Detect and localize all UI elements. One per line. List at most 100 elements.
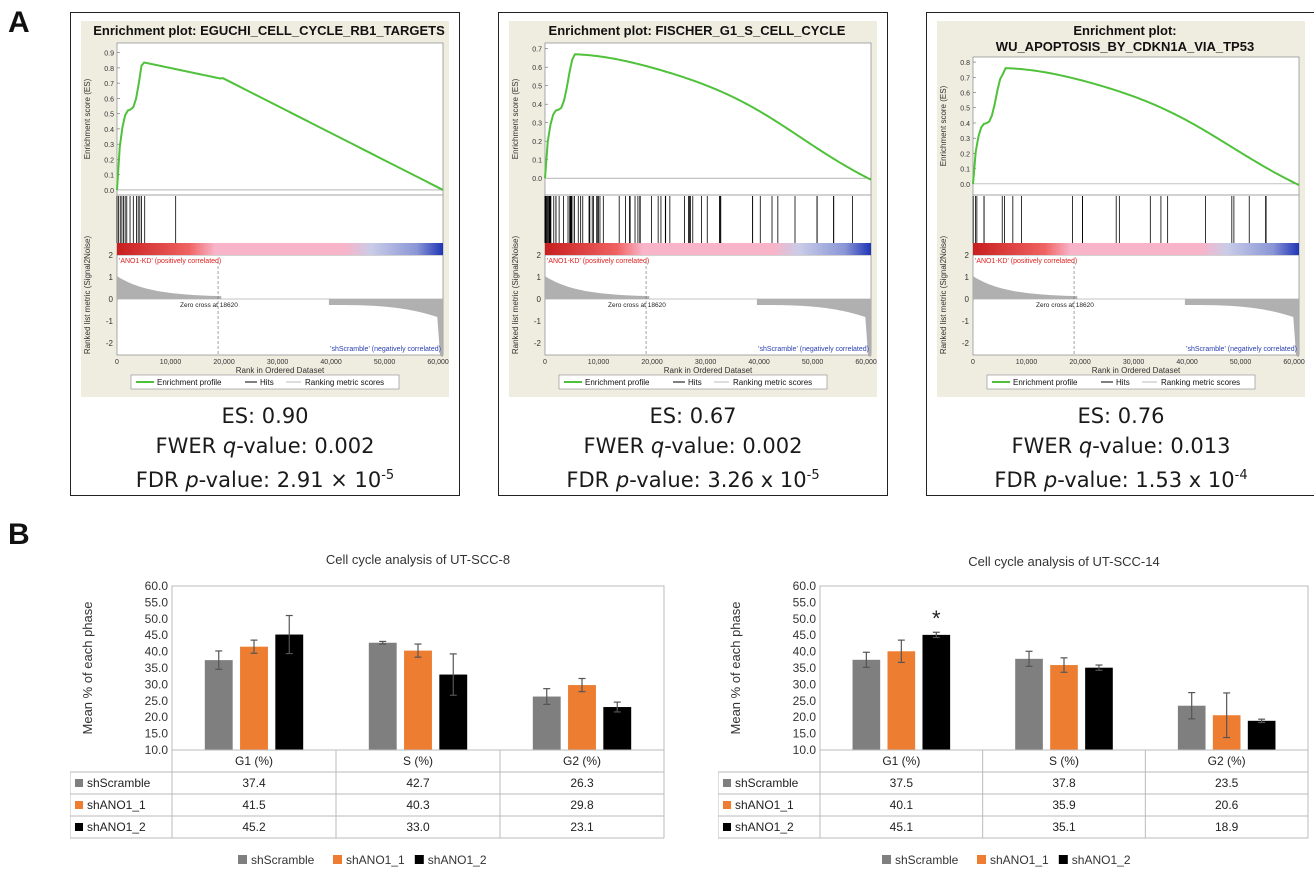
- es-curve: [544, 53, 872, 181]
- x-tick-label: 40,000: [320, 359, 342, 366]
- fdr-exponent-3: -4: [1234, 468, 1248, 483]
- chart-title: Cell cycle analysis of UT-SCC-14: [968, 554, 1159, 569]
- table-value: 37.5: [890, 776, 914, 790]
- fwer-prefix: FWER: [583, 434, 651, 458]
- y-tick-label: 25.0: [145, 694, 169, 708]
- table-series-name: shANO1_2: [87, 820, 146, 834]
- es-tick-label: 0.2: [532, 139, 542, 146]
- fdr-p: p: [615, 468, 630, 492]
- table-swatch: [75, 823, 83, 831]
- enrichment-plot-1: Enrichment plot: EGUCHI_CELL_CYCLE_RB1_T…: [81, 21, 449, 397]
- y-tick-label: 50.0: [793, 612, 817, 626]
- plot-title: Enrichment plot: EGUCHI_CELL_CYCLE_RB1_T…: [93, 23, 445, 38]
- y-tick-label: 30.0: [793, 677, 817, 691]
- bar-shANO1_1: [404, 650, 432, 750]
- fdr-exponent-2: -5: [806, 468, 820, 483]
- es-tick-label: 0.6: [104, 96, 114, 103]
- ranking-gradient-bar: [117, 243, 443, 255]
- enrichment-plot-3: Enrichment plot:WU_APOPTOSIS_BY_CDKN1A_V…: [937, 21, 1305, 397]
- es-tick-label: 0.8: [104, 66, 114, 73]
- significance-marker: *: [932, 606, 941, 631]
- es-curve: [972, 67, 1300, 187]
- x-tick-label: 40,000: [1176, 359, 1198, 366]
- fwer-q: q: [650, 434, 665, 458]
- table-value: 26.3: [570, 776, 594, 790]
- legend-label: shScramble: [251, 853, 315, 867]
- table-category: G2 (%): [563, 754, 601, 768]
- es-tick-label: 0.5: [532, 84, 542, 91]
- y-tick-label: 45.0: [793, 628, 817, 642]
- metric-axis-label: Ranked list metric (Signal2Noise): [83, 236, 92, 355]
- x-tick-label: 10,000: [160, 359, 182, 366]
- y-tick-label: 30.0: [145, 677, 169, 691]
- y-tick-label: 10.0: [145, 743, 169, 757]
- fdr-value-2: -value: 3.26 x 10: [629, 468, 807, 492]
- metric-axis-label: Ranked list metric (Signal2Noise): [511, 236, 520, 355]
- chart-title: Cell cycle analysis of UT-SCC-8: [326, 552, 510, 567]
- cell-cycle-chart-utscc14: Cell cycle analysis of UT-SCC-14 60.0 55.0…: [718, 554, 1309, 867]
- es-value-3: ES: 0.76: [1077, 404, 1165, 428]
- y-tick-label: 50.0: [145, 612, 169, 626]
- es-axis-label: Enrichment score (ES): [939, 85, 948, 166]
- fwer-line-1: FWER q-value: 0.002: [71, 431, 459, 461]
- legend-swatch: [414, 855, 424, 864]
- positive-metric-area: [973, 276, 1078, 299]
- table-series-name: shANO1_1: [87, 798, 146, 812]
- legend-label: Ranking metric scores: [1161, 378, 1240, 387]
- table-value: 23.1: [570, 820, 594, 834]
- y-tick-label: 35.0: [145, 661, 169, 675]
- es-tick-label: 0.9: [104, 51, 114, 58]
- table-value: 42.7: [406, 776, 430, 790]
- plot-area: [116, 42, 444, 356]
- panel-b-label: B: [8, 518, 30, 551]
- bar-shANO1_1: [1050, 665, 1078, 750]
- zero-cross-label: Zero cross at 18620: [180, 302, 238, 309]
- table-value: 33.0: [406, 820, 430, 834]
- es-tick-label: 0.8: [960, 60, 970, 67]
- positive-label: 'ANO1-KD' (positively correlated): [547, 258, 649, 265]
- table-value: 45.2: [242, 820, 266, 834]
- es-value-1: ES: 0.90: [221, 404, 309, 428]
- gsea-stats-2: ES: 0.67 FWER q-value: 0.002 FDR p-value…: [499, 401, 887, 495]
- es-tick-label: 0.5: [104, 112, 114, 119]
- metric-tick-label: -2: [106, 339, 114, 348]
- legend-swatch: [977, 855, 986, 864]
- legend-label: Hits: [260, 378, 274, 387]
- es-tick-label: 0.7: [532, 47, 542, 54]
- bar-shScramble: [1015, 658, 1043, 750]
- x-tick-label: 10,000: [1016, 359, 1038, 366]
- cell-cycle-chart-utscc8: Cell cycle analysis of UT-SCC-8 60.0 55.0 5…: [70, 552, 665, 867]
- es-tick-label: 0.6: [532, 65, 542, 72]
- table-category: G1 (%): [235, 754, 273, 768]
- fdr-line-3: FDR p-value: 1.53 x 10-4: [927, 461, 1314, 495]
- y-tick-label: 60.0: [145, 579, 169, 593]
- es-tick-label: 0.6: [960, 91, 970, 98]
- table-value: 45.1: [890, 820, 914, 834]
- y-tick-label: 25.0: [793, 694, 817, 708]
- metric-tick-label: -2: [534, 339, 542, 348]
- bar-shScramble: [204, 660, 233, 750]
- es-tick-label: 0.2: [104, 157, 114, 164]
- metric-tick-label: -1: [962, 317, 970, 326]
- x-tick-label: 0: [115, 359, 119, 366]
- table-value: 37.8: [1052, 776, 1076, 790]
- fwer-line-3: FWER q-value: 0.013: [927, 431, 1314, 461]
- y-tick-label: 55.0: [793, 595, 817, 609]
- es-tick-label: 0.3: [532, 121, 542, 128]
- bar-shANO1_2: [1247, 720, 1276, 750]
- table-value: 37.4: [242, 776, 266, 790]
- es-tick-label: 0.3: [960, 136, 970, 143]
- fwer-q: q: [222, 434, 237, 458]
- fdr-p: p: [185, 468, 199, 492]
- fwer-value-2: -value: 0.002: [664, 434, 803, 458]
- negative-label: 'shScramble' (negatively correlated): [1186, 346, 1297, 353]
- table-swatch: [75, 779, 83, 787]
- bar-shScramble: [852, 659, 881, 750]
- es-tick-label: 0.2: [960, 151, 970, 158]
- table-value: 41.5: [242, 798, 266, 812]
- x-tick-label: 0: [971, 359, 975, 366]
- positive-metric-area: [545, 276, 650, 299]
- x-tick-label: 30,000: [267, 359, 289, 366]
- gsea-stats-1: ES: 0.90 FWER q-value: 0.002 FDR p-value…: [71, 401, 459, 495]
- x-axis-label: Rank in Ordered Dataset: [1092, 366, 1181, 375]
